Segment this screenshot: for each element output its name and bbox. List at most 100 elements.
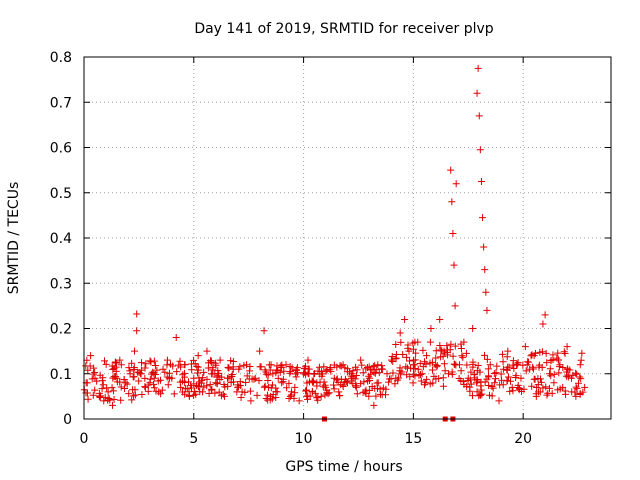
data-point [179,377,187,385]
data-point [549,351,557,359]
data-point [563,365,571,373]
data-point [480,243,488,251]
data-point [349,367,357,375]
data-point [225,364,233,372]
data-point [261,382,269,390]
data-point [216,356,224,364]
data-point [150,380,158,388]
data-point [106,396,114,404]
data-point [255,377,263,385]
data-point [366,386,374,394]
data-point [144,387,152,395]
data-point [263,391,271,399]
data-point [87,352,95,360]
data-point [491,379,499,387]
data-point [405,347,413,355]
data-point [83,389,91,397]
data-point [188,366,196,374]
data-point [412,349,420,357]
data-point [512,374,520,382]
data-point [154,377,162,385]
data-point [420,358,428,366]
data-point [175,361,183,369]
data-point [473,366,481,374]
data-point [260,327,268,335]
data-point [479,214,487,222]
data-point [224,363,232,371]
data-point [109,387,117,395]
data-point [110,396,118,404]
data-point [133,327,141,335]
data-point [473,89,481,97]
data-point [280,367,288,375]
data-point [573,370,581,378]
data-point [466,387,474,395]
data-point [383,370,391,378]
data-point [335,388,343,396]
data-point [401,315,409,323]
data-point [495,397,503,405]
data-point [573,385,581,393]
data-point [426,338,434,346]
data-point [199,388,207,396]
data-point [150,357,158,365]
data-point [374,361,382,369]
data-point [279,378,287,386]
data-point [569,371,577,379]
data-point [357,380,365,388]
data-point [264,383,272,391]
data-point [523,361,531,369]
data-point [365,392,373,400]
data-point [117,361,125,369]
data-point [203,375,211,383]
data-point [499,358,507,366]
y-tick-label: 0 [63,412,72,428]
data-point [449,229,457,237]
data-point [194,363,202,371]
data-point [203,347,211,355]
data-point [282,361,290,369]
data-point [141,383,149,391]
data-point [562,372,570,380]
data-point [485,381,493,389]
data-point [550,370,558,378]
data-point [91,386,99,394]
data-point [469,360,477,368]
data-point [405,357,413,365]
data-point [559,383,567,391]
data-point [300,365,308,373]
data-point [195,383,203,391]
data-point [163,356,171,364]
data-point [84,395,92,403]
data-point [131,391,139,399]
data-point [339,381,347,389]
data-point [128,359,136,367]
data-point [250,375,258,383]
data-point [173,368,181,376]
data-point [521,343,529,351]
data-point [539,320,547,328]
data-point [379,365,387,373]
data-point [563,343,571,351]
data-point [224,382,232,390]
data-point [526,365,534,373]
data-point [436,341,444,349]
data-point [89,370,97,378]
data-point [185,378,193,386]
data-point [90,364,98,372]
data-point [344,379,351,387]
data-point [464,374,472,382]
data-point [315,363,323,371]
data-point [246,387,254,395]
data-point [499,381,507,389]
data-point [82,362,90,370]
data-point [91,374,99,382]
data-point [142,360,150,368]
data-point [267,361,275,369]
data-point [272,394,280,402]
data-point [122,379,130,387]
data-point [555,369,563,377]
data-point [432,354,440,362]
data-point [490,369,498,377]
data-point [437,346,445,354]
